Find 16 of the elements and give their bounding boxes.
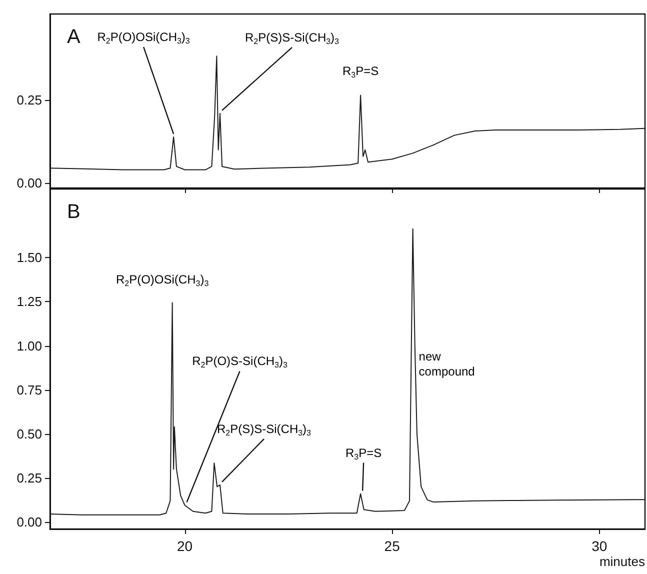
y-tick-label: 1.25 <box>16 294 42 310</box>
x-tick-label: 25 <box>384 538 400 554</box>
x-axis-title: minutes <box>599 554 646 569</box>
y-tick-label: 0.25 <box>16 470 42 486</box>
y-tick-label: 0.25 <box>16 92 42 108</box>
y-tick-label: 0.50 <box>16 426 42 442</box>
x-tick-label: 20 <box>176 538 193 554</box>
y-tick-label: 0.75 <box>16 382 42 398</box>
x-tick-label: 30 <box>592 538 608 554</box>
y-tick-label: 1.50 <box>16 250 42 266</box>
annotation: new compound <box>418 349 475 378</box>
y-tick-label: 0.00 <box>16 514 42 530</box>
text: B <box>67 201 80 223</box>
text: A <box>67 26 81 48</box>
y-tick-label: 1.00 <box>16 338 42 354</box>
y-tick-label: 0.00 <box>16 176 42 191</box>
